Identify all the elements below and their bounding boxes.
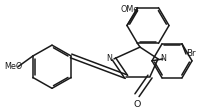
Text: MeO: MeO xyxy=(4,62,22,71)
Text: OMe: OMe xyxy=(120,5,139,14)
Text: O: O xyxy=(133,100,140,109)
Text: Br: Br xyxy=(185,50,195,58)
Text: N: N xyxy=(106,54,111,63)
Text: N: N xyxy=(159,54,165,63)
